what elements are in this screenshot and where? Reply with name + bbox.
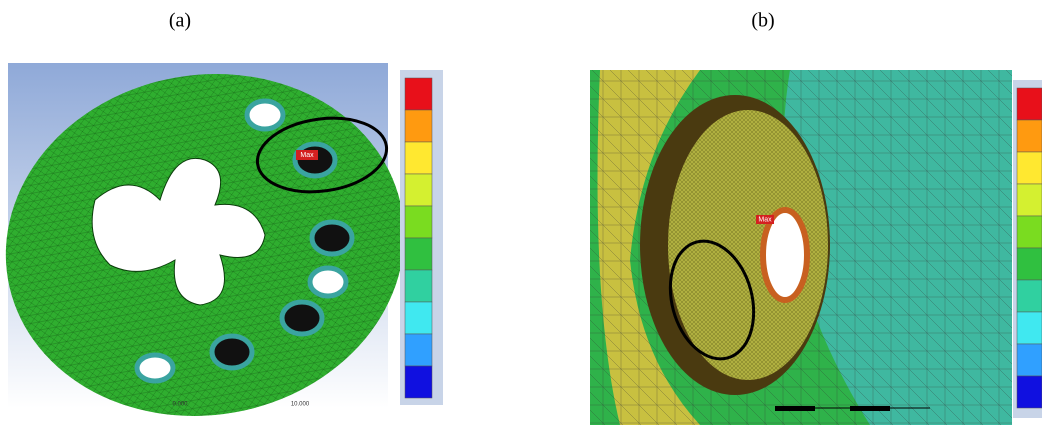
scale-label: 0.000 [172,402,188,408]
fea-image-b: Max [590,70,1012,425]
figure: (a) (b) Max 0.000 10.000 [0,0,1042,430]
colorbar-a [400,70,443,405]
panel-label: (a) [169,10,191,32]
colorbar-b [1013,80,1042,418]
scale-label: 10.000 [291,402,310,408]
figure-canvas: (a) (b) Max 0.000 10.000 [0,0,1042,430]
max-marker: Max [758,216,772,223]
fea-image-a: Max 0.000 10.000 [0,43,431,430]
panel-label: (b) [751,10,774,32]
max-marker: Max [300,152,314,159]
